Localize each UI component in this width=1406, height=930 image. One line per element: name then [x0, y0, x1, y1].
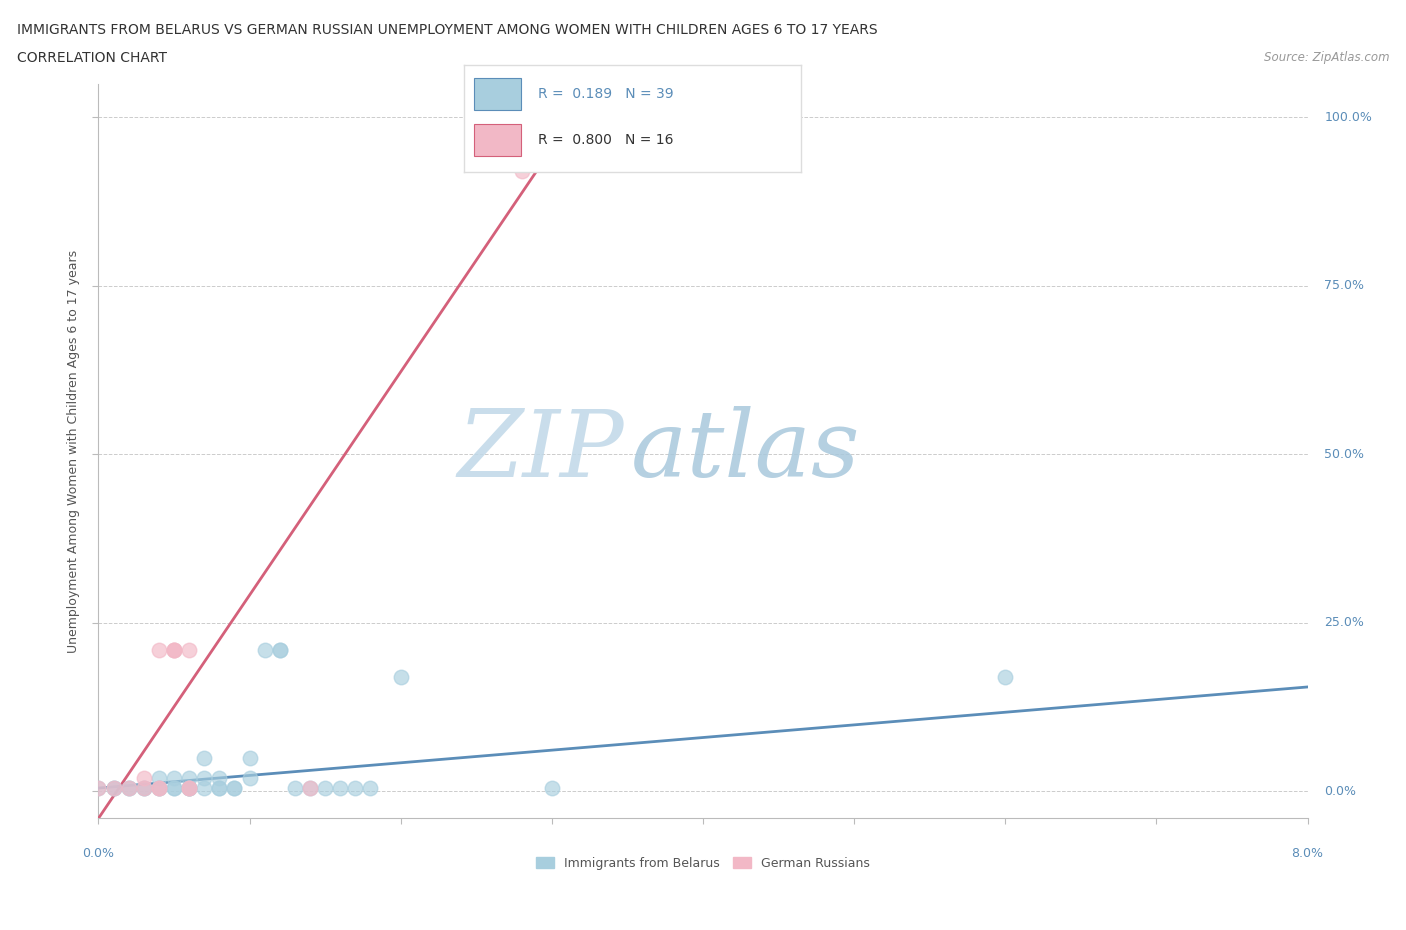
Point [179, 643, 201, 658]
Point [314, 780, 336, 795]
Point [389, 670, 412, 684]
Point [208, 780, 231, 795]
Point [132, 780, 155, 795]
Point [103, 780, 125, 795]
Point [118, 780, 141, 795]
Point [239, 771, 262, 786]
Point [163, 780, 186, 795]
Point [299, 780, 322, 795]
Point [163, 771, 186, 786]
Point [163, 643, 186, 658]
Point [132, 780, 155, 795]
Text: R =  0.189   N = 39: R = 0.189 N = 39 [538, 87, 673, 101]
Point [118, 780, 141, 795]
Text: CORRELATION CHART: CORRELATION CHART [17, 51, 167, 65]
Point [148, 643, 170, 658]
Text: 75.0%: 75.0% [1324, 279, 1364, 292]
Text: 0.0%: 0.0% [1324, 785, 1357, 798]
Text: 25.0%: 25.0% [1324, 617, 1364, 630]
Point [179, 780, 201, 795]
Point [193, 780, 215, 795]
Point [163, 643, 186, 658]
Point [329, 780, 352, 795]
Text: ZIP: ZIP [458, 406, 624, 496]
Point [269, 643, 291, 658]
Legend: Immigrants from Belarus, German Russians: Immigrants from Belarus, German Russians [530, 852, 876, 874]
Point [208, 780, 231, 795]
Text: 0.0%: 0.0% [83, 847, 114, 860]
Point [148, 780, 170, 795]
Point [87, 780, 110, 795]
Point [132, 780, 155, 795]
Point [284, 780, 307, 795]
Point [148, 780, 170, 795]
Point [239, 751, 262, 765]
Point [87, 780, 110, 795]
Text: 50.0%: 50.0% [1324, 448, 1364, 461]
Point [224, 780, 246, 795]
Point [344, 780, 367, 795]
Point [299, 780, 322, 795]
Point [179, 771, 201, 786]
Point [148, 780, 170, 795]
Text: atlas: atlas [630, 406, 860, 496]
Point [193, 771, 215, 786]
Text: Source: ZipAtlas.com: Source: ZipAtlas.com [1264, 51, 1389, 64]
Point [208, 771, 231, 786]
Text: 100.0%: 100.0% [1324, 111, 1372, 124]
Point [148, 771, 170, 786]
Point [148, 780, 170, 795]
Point [224, 780, 246, 795]
FancyBboxPatch shape [474, 78, 522, 110]
Y-axis label: Unemployment Among Women with Children Ages 6 to 17 years: Unemployment Among Women with Children A… [66, 249, 80, 653]
Point [163, 643, 186, 658]
Text: 8.0%: 8.0% [1292, 847, 1323, 860]
Point [179, 780, 201, 795]
Point [179, 780, 201, 795]
FancyBboxPatch shape [474, 124, 522, 156]
Point [103, 780, 125, 795]
Text: R =  0.800   N = 16: R = 0.800 N = 16 [538, 133, 673, 147]
Point [118, 780, 141, 795]
Point [193, 751, 215, 765]
Point [132, 771, 155, 786]
Point [994, 670, 1017, 684]
Point [103, 780, 125, 795]
Point [253, 643, 276, 658]
Point [163, 780, 186, 795]
Point [359, 780, 381, 795]
Point [179, 780, 201, 795]
Text: IMMIGRANTS FROM BELARUS VS GERMAN RUSSIAN UNEMPLOYMENT AMONG WOMEN WITH CHILDREN: IMMIGRANTS FROM BELARUS VS GERMAN RUSSIA… [17, 23, 877, 37]
Point [510, 164, 533, 179]
Point [269, 643, 291, 658]
Point [540, 780, 562, 795]
Point [179, 780, 201, 795]
